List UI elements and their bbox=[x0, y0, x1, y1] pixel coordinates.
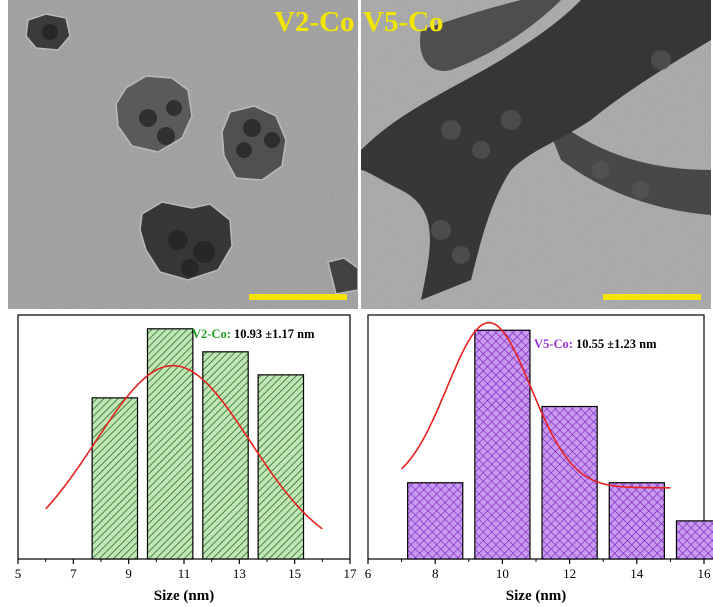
x-axis-label: Size (nm) bbox=[506, 588, 566, 604]
x-tick-label: 10 bbox=[496, 566, 509, 581]
x-tick-label: 17 bbox=[344, 566, 357, 581]
x-tick-label: 5 bbox=[15, 566, 22, 581]
scale-bar bbox=[603, 294, 701, 300]
tem-micrograph-v2co bbox=[8, 0, 358, 309]
histogram-bar bbox=[675, 520, 713, 560]
annotation-sample-name: V5-Co: bbox=[534, 337, 573, 351]
gaussian-fit-curve bbox=[401, 321, 671, 489]
histogram-bar bbox=[608, 482, 665, 560]
x-tick-label: 9 bbox=[125, 566, 132, 581]
tem-label-v5co: V5-Co bbox=[363, 6, 444, 38]
x-tick-label: 6 bbox=[365, 566, 372, 581]
scale-bar bbox=[249, 294, 347, 300]
histogram-bar bbox=[202, 351, 249, 560]
x-tick-label: 11 bbox=[178, 566, 191, 581]
tem-image-v5co: V5-Co bbox=[361, 0, 711, 309]
x-tick-label: 13 bbox=[233, 566, 246, 581]
histogram-bar bbox=[407, 482, 464, 560]
size-annotation: V2-Co: 10.93 ±1.17 nm bbox=[192, 327, 315, 341]
tem-image-v2co: V2-Co bbox=[8, 0, 358, 309]
x-tick-label: 8 bbox=[432, 566, 439, 581]
size-annotation: V5-Co: 10.55 ±1.23 nm bbox=[534, 337, 657, 351]
tem-micrograph-v5co bbox=[361, 0, 711, 309]
annotation-size-value: 10.55 ±1.23 nm bbox=[573, 337, 657, 351]
x-tick-label: 12 bbox=[563, 566, 576, 581]
tem-label-v2co: V2-Co bbox=[274, 6, 355, 38]
size-histogram-v2co: 5 7 9 11 13 15 17 Size (nm) V2-Co: 10.93 ±1.17 n… bbox=[15, 314, 357, 604]
annotation-size-value: 10.93 ±1.17 nm bbox=[231, 327, 315, 341]
x-axis-label: Size (nm) bbox=[154, 588, 214, 604]
annotation-sample-name: V2-Co: bbox=[192, 327, 231, 341]
histogram-bar bbox=[146, 328, 194, 560]
gaussian-fit-curve bbox=[45, 364, 323, 530]
size-histogram-v5co: 6 8 10 12 14 16 Size (nm) V5-Co: 10.55 ±1.23 nm bbox=[365, 314, 713, 604]
x-tick-label: 7 bbox=[70, 566, 77, 581]
histogram-bar bbox=[91, 397, 139, 560]
histogram-bar bbox=[257, 374, 305, 560]
x-tick-label: 15 bbox=[288, 566, 301, 581]
x-tick-label: 14 bbox=[630, 566, 644, 581]
x-tick-label: 16 bbox=[698, 566, 712, 581]
